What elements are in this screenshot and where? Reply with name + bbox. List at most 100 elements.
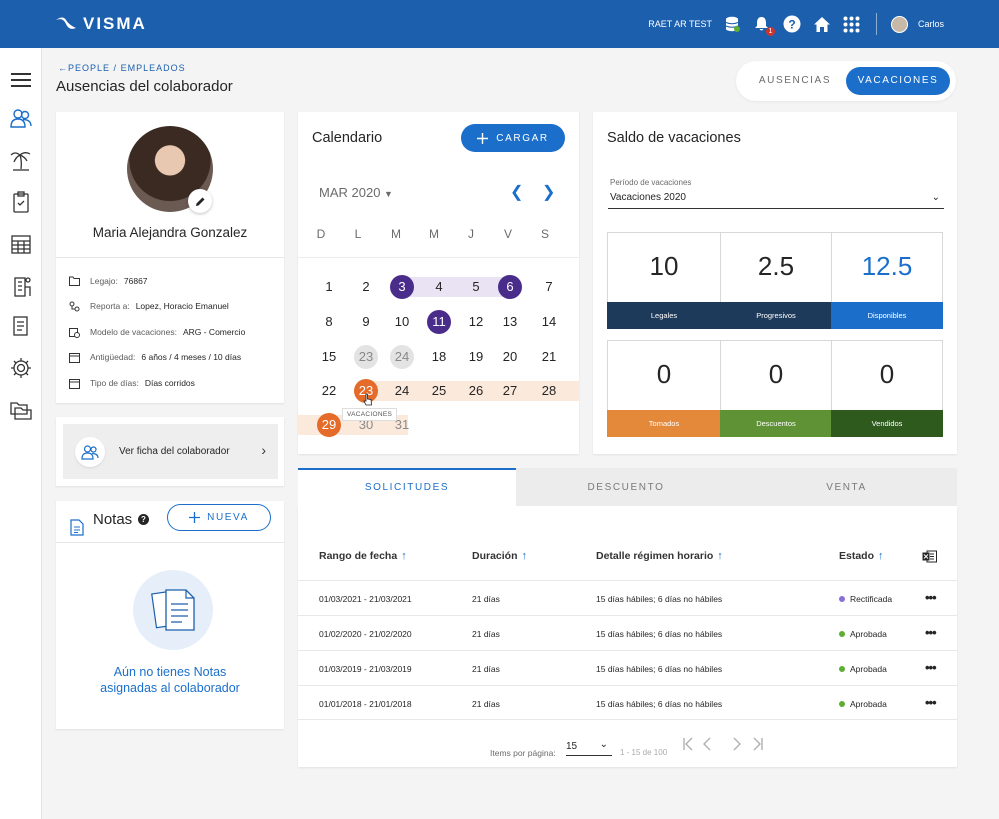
table-row[interactable]: 01/02/2020 - 21/02/2020 21 días 15 días há…: [298, 615, 957, 650]
new-note-button[interactable]: NUEVA: [167, 504, 271, 531]
calendar-day[interactable]: 22: [321, 383, 337, 398]
calendar-day[interactable]: 24: [390, 345, 414, 369]
col-duration[interactable]: Duración ↑: [472, 550, 527, 562]
brand-name: VISMA: [83, 14, 147, 33]
visma-logo-icon: [56, 17, 76, 29]
calendar-day[interactable]: 23: [354, 345, 378, 369]
calendar-day[interactable]: 31: [394, 417, 410, 432]
balance-stat-disponibles: 12.5 Disponibles: [831, 232, 943, 329]
palm-tree-icon[interactable]: [9, 148, 33, 172]
people-icon[interactable]: [9, 106, 33, 130]
calendar-day[interactable]: 2: [362, 279, 370, 294]
bell-icon[interactable]: 1: [752, 14, 775, 36]
calendar-day[interactable]: 25: [431, 383, 447, 398]
balance-stat-label: Legales: [607, 302, 721, 329]
visma-logo[interactable]: VISMA: [55, 14, 147, 34]
calendar-day[interactable]: 19: [468, 349, 484, 364]
breadcrumb-people[interactable]: PEOPLE: [68, 63, 111, 73]
user-name[interactable]: Carlos: [917, 19, 944, 29]
tab-descuento[interactable]: DESCUENTO: [587, 482, 665, 493]
gear-icon[interactable]: [9, 356, 33, 380]
employee-file-button[interactable]: Ver ficha del colaborador ›: [63, 424, 278, 479]
breadcrumb-employees[interactable]: EMPLEADOS: [120, 63, 186, 73]
calendar-day[interactable]: 27: [502, 383, 518, 398]
cell-status: Aprobada: [839, 664, 887, 674]
period-select[interactable]: Vacaciones 2020 ⌄: [608, 190, 944, 209]
balance-stat-value: 0: [879, 359, 895, 389]
calendar-day[interactable]: 28: [541, 383, 557, 398]
calendar-day[interactable]: 9: [362, 314, 370, 329]
vacation-balance-card: Saldo de vacaciones Período de vacacione…: [593, 112, 957, 454]
load-absence-button[interactable]: CARGAR: [461, 124, 565, 152]
calendar-day[interactable]: 26: [468, 383, 484, 398]
col-date-range[interactable]: Rango de fecha ↑: [319, 550, 407, 562]
previous-month-icon[interactable]: ❮: [510, 184, 524, 201]
calendar-day[interactable]: 1: [325, 279, 333, 294]
database-icon[interactable]: [722, 14, 742, 34]
absences-toggle-button[interactable]: AUSENCIAS: [758, 75, 832, 86]
more-options-icon[interactable]: •••: [925, 625, 937, 640]
month-selector[interactable]: MAR 2020 ▼: [319, 185, 393, 200]
calendar-grid-icon[interactable]: [9, 232, 33, 256]
calendar-day[interactable]: 13: [502, 314, 518, 329]
notes-help-icon[interactable]: ?: [138, 514, 149, 525]
user-avatar[interactable]: [890, 15, 908, 33]
calendar-day[interactable]: 29: [317, 413, 341, 437]
folders-icon[interactable]: [9, 398, 33, 422]
period-label: Período de vacaciones: [610, 178, 692, 187]
calendar-icon: [69, 352, 80, 363]
chevron-down-icon: ⌄: [931, 192, 940, 203]
view-toggle: AUSENCIAS VACACIONES: [736, 61, 956, 101]
clipboard-icon[interactable]: [9, 190, 33, 214]
calendar-day[interactable]: 7: [545, 279, 553, 294]
balance-stat-value: 12.5: [861, 251, 913, 281]
edit-photo-button[interactable]: [188, 189, 212, 213]
document-icon[interactable]: [9, 314, 33, 338]
table-row[interactable]: 01/03/2021 - 21/03/2021 21 días 15 días há…: [298, 580, 957, 615]
cell-detail: 15 días hábiles; 6 días no hábiles: [596, 664, 723, 674]
col-status[interactable]: Estado ↑: [839, 550, 884, 562]
building-icon[interactable]: [9, 274, 33, 298]
home-icon[interactable]: [812, 14, 832, 34]
calendar-day[interactable]: 8: [325, 314, 333, 329]
apps-grid-icon[interactable]: [842, 14, 862, 34]
calendar-day[interactable]: 6: [498, 275, 522, 299]
calendar-day[interactable]: 18: [431, 349, 447, 364]
company-name[interactable]: RAET AR TEST: [648, 19, 712, 29]
calendar-day[interactable]: 21: [541, 349, 557, 364]
calendar-day[interactable]: 5: [472, 279, 480, 294]
period-selected-value: Vacaciones 2020: [610, 192, 686, 203]
calendar-day[interactable]: 20: [502, 349, 518, 364]
balance-stat-label: Progresivos: [720, 302, 832, 329]
items-per-page-select[interactable]: 15 ⌄: [566, 737, 612, 756]
next-month-icon[interactable]: ❯: [542, 184, 556, 201]
more-options-icon[interactable]: •••: [925, 660, 937, 675]
excel-export-icon[interactable]: [922, 550, 937, 563]
month-label: MAR 2020: [319, 185, 381, 200]
help-icon[interactable]: ?: [782, 14, 802, 34]
calendar-day[interactable]: 10: [394, 314, 410, 329]
table-row[interactable]: 01/01/2018 - 21/01/2018 21 días 15 días há…: [298, 685, 957, 720]
menu-icon[interactable]: [9, 68, 33, 92]
calendar-day[interactable]: 11: [427, 310, 451, 334]
tab-venta[interactable]: VENTA: [826, 482, 867, 493]
calendar-day[interactable]: 3: [390, 275, 414, 299]
col-schedule-detail[interactable]: Detalle régimen horario ↑: [596, 550, 723, 562]
back-arrow-icon[interactable]: ←: [58, 63, 68, 73]
sort-up-icon: ↑: [717, 550, 723, 562]
more-options-icon[interactable]: •••: [925, 590, 937, 605]
cell-range: 01/02/2020 - 21/02/2020: [319, 629, 412, 639]
weekday-label: V: [503, 227, 512, 241]
vacations-toggle-button[interactable]: VACACIONES: [846, 67, 950, 95]
calendar-day[interactable]: 15: [321, 349, 337, 364]
calendar-day[interactable]: 24: [394, 383, 410, 398]
status-label: Aprobada: [850, 699, 887, 709]
calendar-day[interactable]: 12: [468, 314, 484, 329]
tab-solicitudes[interactable]: SOLICITUDES: [298, 468, 516, 506]
col-duration-label: Duración: [472, 550, 518, 562]
balance-stat-label: Disponibles: [831, 302, 943, 329]
more-options-icon[interactable]: •••: [925, 695, 937, 710]
calendar-day[interactable]: 4: [435, 279, 443, 294]
calendar-day[interactable]: 14: [541, 314, 557, 329]
table-row[interactable]: 01/03/2019 - 21/03/2019 21 días 15 días há…: [298, 650, 957, 685]
